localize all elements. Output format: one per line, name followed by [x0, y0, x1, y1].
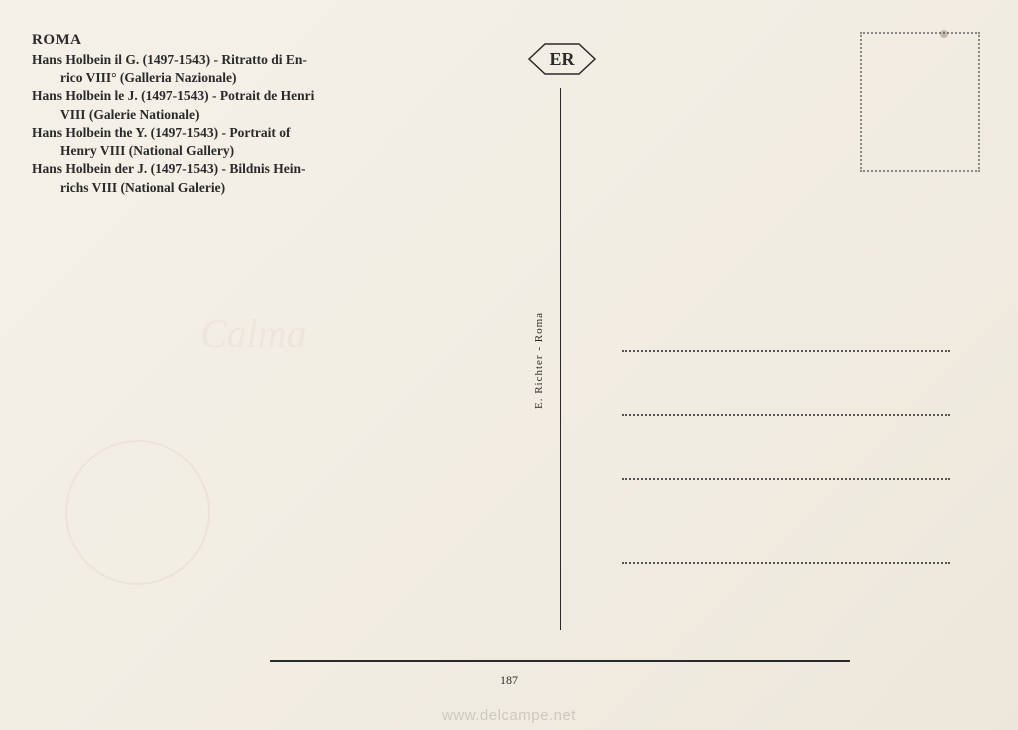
publisher-logo: ER — [527, 42, 597, 76]
vertical-divider — [560, 88, 561, 630]
faint-marking: Calma — [200, 310, 307, 357]
logo-text: ER — [549, 49, 575, 69]
publisher-name: E. Richter - Roma — [533, 300, 545, 420]
description-de-line1: Hans Holbein der J. (1497-1543) - Bildni… — [32, 160, 462, 178]
watermark-text: www.delcampe.net — [442, 707, 576, 724]
description-fr-line1: Hans Holbein le J. (1497-1543) - Potrait… — [32, 87, 462, 105]
paper-stain — [65, 440, 210, 585]
address-line-1 — [622, 350, 950, 352]
postcard-back: ROMA Hans Holbein il G. (1497-1543) - Ri… — [0, 0, 1018, 730]
item-number: 187 — [500, 673, 518, 688]
bottom-divider — [270, 660, 850, 662]
description-fr-line2: VIII (Galerie Nationale) — [32, 106, 462, 124]
address-area — [622, 350, 950, 626]
description-en-line1: Hans Holbein the Y. (1497-1543) - Portra… — [32, 124, 462, 142]
description-en-line2: Henry VIII (National Gallery) — [32, 142, 462, 160]
address-line-2 — [622, 414, 950, 416]
smudge-mark — [940, 30, 948, 38]
address-line-3 — [622, 478, 950, 480]
description-de-line2: richs VIII (National Galerie) — [32, 179, 462, 197]
address-line-4 — [622, 562, 950, 564]
description-it-line1: Hans Holbein il G. (1497-1543) - Ritratt… — [32, 51, 462, 69]
title-main: ROMA — [32, 32, 462, 49]
stamp-placeholder — [860, 32, 980, 172]
title-block: ROMA Hans Holbein il G. (1497-1543) - Ri… — [32, 32, 462, 197]
description-it-line2: rico VIII° (Galleria Nazionale) — [32, 69, 462, 87]
